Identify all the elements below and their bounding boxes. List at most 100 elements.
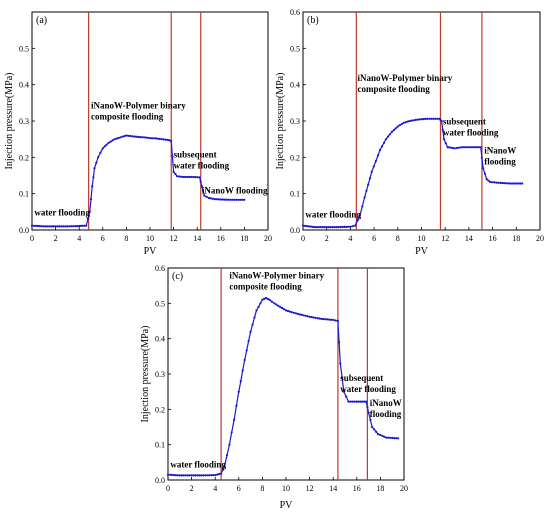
data-point <box>402 121 405 124</box>
panel-label: (b) <box>307 15 319 26</box>
stage-annotation: subsequent water flooding <box>340 373 396 394</box>
x-tick-label: 4 <box>348 234 352 243</box>
data-point <box>359 400 362 403</box>
data-point <box>515 182 518 185</box>
chart-panel-1: 0 2 4 6 8 10 12 14 16 18 20 0.0 0.1 0.2 0.3 0.4 0.5 PV Inj… <box>4 11 272 257</box>
data-point <box>337 226 340 229</box>
data-point <box>277 304 280 307</box>
data-point <box>209 197 213 200</box>
data-point <box>218 473 221 476</box>
data-point <box>273 302 276 305</box>
data-point <box>198 474 201 477</box>
data-point <box>497 181 500 184</box>
x-tick-label: 10 <box>282 484 290 493</box>
data-point <box>383 435 386 438</box>
data-point <box>418 118 421 121</box>
data-point <box>93 167 96 170</box>
data-point <box>288 310 291 313</box>
data-point <box>393 437 396 440</box>
x-axis-label: PV <box>415 246 429 257</box>
data-point <box>388 133 391 136</box>
data-point <box>115 137 118 140</box>
data-point <box>381 434 384 437</box>
x-tick-label: 2 <box>190 484 194 493</box>
data-point <box>162 138 165 141</box>
x-tick-label: 0 <box>30 234 34 243</box>
data-point <box>493 181 496 184</box>
data-point <box>318 317 321 320</box>
data-point <box>227 198 230 201</box>
data-point <box>223 198 226 201</box>
x-tick-label: 2 <box>325 234 329 243</box>
data-point <box>317 226 320 229</box>
data-point <box>294 312 297 315</box>
data-point <box>89 198 93 201</box>
x-tick-label: 10 <box>146 234 154 243</box>
data-point <box>416 118 419 121</box>
data-point <box>309 225 312 228</box>
data-point <box>292 311 295 314</box>
data-point <box>135 135 138 138</box>
data-point <box>190 175 193 179</box>
data-point <box>109 140 112 143</box>
data-point <box>410 119 413 122</box>
y-tick-label: 0.5 <box>19 44 29 53</box>
data-point <box>261 298 264 301</box>
data-point <box>58 225 61 228</box>
data-point <box>328 318 331 321</box>
data-point <box>374 159 377 163</box>
data-point <box>171 155 174 158</box>
data-point <box>239 380 242 383</box>
data-point <box>176 474 179 477</box>
data-point <box>480 156 483 159</box>
data-point <box>334 319 337 322</box>
data-point <box>245 349 248 352</box>
data-point <box>312 316 315 319</box>
data-point <box>243 358 246 361</box>
annotation-line: iNanoW <box>484 146 516 156</box>
data-point <box>424 117 427 120</box>
data-point <box>91 185 94 188</box>
data-point <box>230 431 233 434</box>
stage-annotation: water flooding <box>34 207 90 217</box>
data-point <box>468 146 471 149</box>
data-point <box>233 198 236 201</box>
data-point <box>180 175 183 178</box>
data-point <box>351 400 354 403</box>
data-point <box>44 225 47 228</box>
data-point <box>83 224 86 227</box>
annotation-line: subsequent <box>340 373 383 383</box>
data-point <box>223 464 226 467</box>
data-point <box>231 198 234 201</box>
data-point <box>243 198 246 201</box>
data-point <box>182 474 185 477</box>
data-point <box>129 134 132 138</box>
data-point <box>367 411 370 414</box>
data-point <box>74 225 77 228</box>
data-point <box>180 474 183 477</box>
y-tick-label: 0.2 <box>19 153 29 162</box>
stage-annotation: iNanoW-Polymer binary composite flooding <box>229 271 324 292</box>
data-point <box>479 146 482 149</box>
data-point <box>172 170 175 173</box>
data-point <box>97 156 100 159</box>
data-point <box>314 316 317 319</box>
data-point <box>371 425 374 429</box>
data-point <box>507 182 510 185</box>
data-point <box>330 318 333 321</box>
data-point <box>376 433 380 436</box>
data-point <box>354 224 357 227</box>
data-point <box>127 134 130 137</box>
x-tick-label: 2 <box>54 234 58 243</box>
y-tick-label: 0.3 <box>290 117 300 126</box>
data-point <box>369 418 372 421</box>
data-point <box>36 224 40 228</box>
data-point <box>249 330 252 333</box>
x-tick-label: 4 <box>77 234 81 243</box>
data-point <box>60 225 63 228</box>
x-tick-label: 4 <box>213 484 217 493</box>
data-point <box>212 474 215 477</box>
data-point <box>228 443 231 446</box>
data-point <box>434 117 437 120</box>
data-point <box>164 138 167 141</box>
